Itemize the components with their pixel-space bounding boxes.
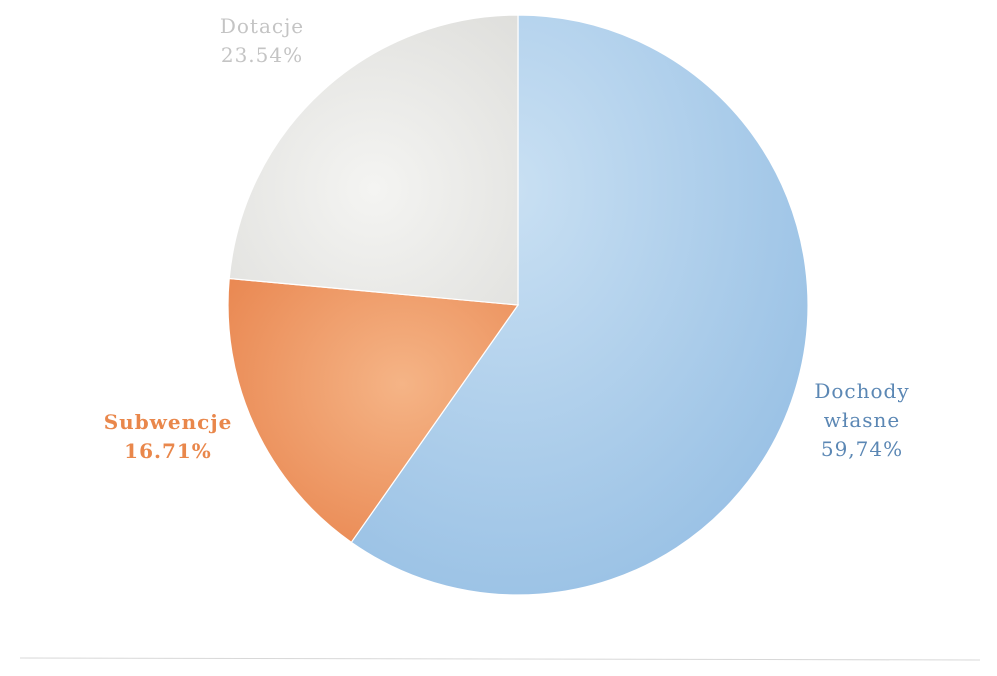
pie-slice-label-line: 59,74% (821, 437, 903, 461)
pie-slice-2 (227, 277, 520, 544)
pie-labels: Dochody własne 59,74% Subwencje 16.71% Dotacj… (104, 14, 909, 463)
pie-slice-label-line: Dochody (814, 379, 909, 403)
pie-slice-label-1: Dochody własne 59,74% (814, 379, 909, 461)
pie-slice-label-line: Subwencje (104, 410, 233, 434)
pie-slice-label-line: 16.71% (124, 439, 212, 463)
pie-slice-label-3: Dotacje 23.54% (220, 14, 304, 67)
pie-slice-label-line: Dotacje (220, 14, 304, 38)
pie-slice-label-line: własne (824, 408, 901, 432)
pie-slice-label-2: Subwencje 16.71% (104, 410, 233, 463)
pie-slice-label-line: 23.54% (221, 43, 303, 67)
bottom-divider (19, 657, 981, 661)
pie-slices (227, 14, 809, 596)
pie-slice-1 (350, 14, 809, 596)
pie-slice-3 (228, 14, 519, 306)
